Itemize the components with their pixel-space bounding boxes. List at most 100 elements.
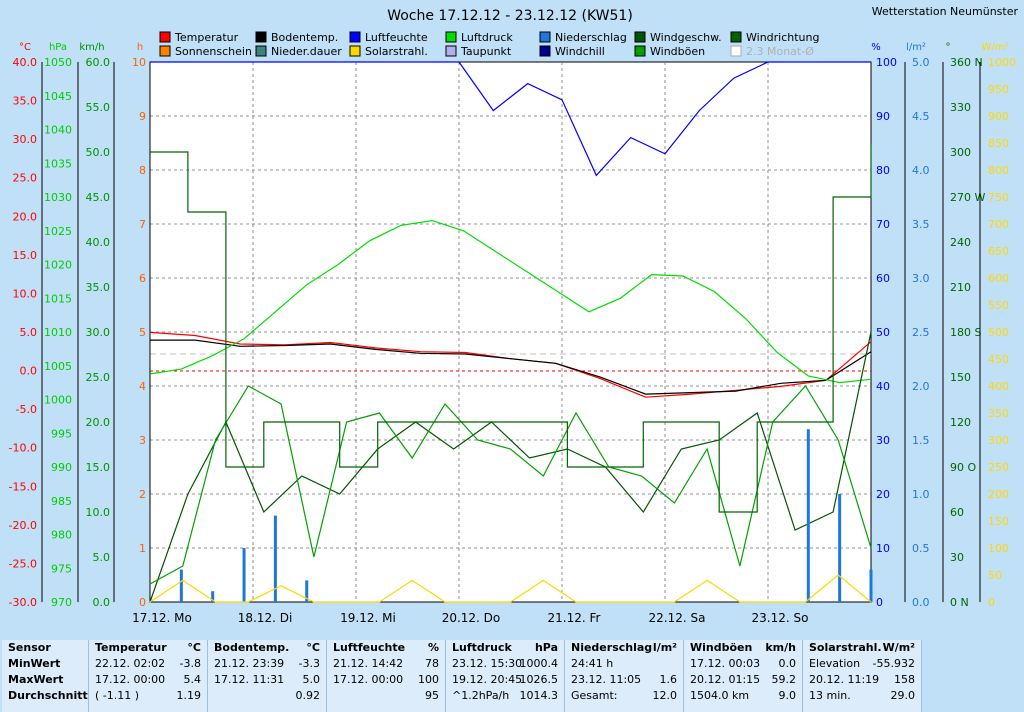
pressure-axis-tick: 1030 xyxy=(44,191,72,204)
table-row: 21.12. 23:39 -3.3 xyxy=(208,656,326,672)
legend-swatch xyxy=(634,45,646,57)
table-row: 17.12. 00:00 100 xyxy=(327,672,445,688)
hours-axis-tick: 9 xyxy=(139,110,146,123)
cell-label: Gesamt: xyxy=(571,689,618,702)
rain-axis-tick: 1.5 xyxy=(912,434,930,447)
cell-label: 1504.0 km xyxy=(690,689,750,702)
cell-label: 21.12. 14:42 xyxy=(333,657,404,670)
table-row: 23.12. 11:05 1.6 xyxy=(565,672,683,688)
pressure-axis-tick: 1040 xyxy=(44,124,72,137)
temp-axis-tick: 40.0 xyxy=(13,56,38,69)
table-row: 21.12. 14:42 78 xyxy=(327,656,445,672)
column-title: Solarstrahl. xyxy=(809,641,882,654)
table-row: ( -1.11 ) 1.19 xyxy=(89,688,207,704)
solar-axis-tick: 500 xyxy=(988,326,1009,339)
x-tick-label: 18.12. Di xyxy=(238,611,293,625)
column-unit: hPa xyxy=(534,641,558,654)
cell-label: 19.12. 20:45 xyxy=(452,673,523,686)
legend-swatch xyxy=(349,31,361,43)
rain-axis-tick: 3.5 xyxy=(912,218,930,231)
cell-value: 59.2 xyxy=(771,673,797,686)
temp-axis-tick: 35.0 xyxy=(13,95,38,108)
cell-value: -3.8 xyxy=(179,657,201,670)
table-row: 20.12. 11:19 158 xyxy=(803,672,921,688)
rain-axis-tick: 4.5 xyxy=(912,110,930,123)
hours-axis-tick: 6 xyxy=(139,272,146,285)
legend-swatch xyxy=(445,45,457,57)
table-row: 17.12. 11:31 5.0 xyxy=(208,672,326,688)
legend-label: Windrichtung xyxy=(746,31,819,44)
wind-axis-tick: 5.0 xyxy=(93,551,111,564)
temp-axis-tick: 0.0 xyxy=(20,365,38,378)
cell-label: 23.12. 11:05 xyxy=(571,673,642,686)
cell-value: 1014.3 xyxy=(519,689,559,702)
cell-label: 17.12. 00:03 xyxy=(690,657,761,670)
column-title: Temperatur xyxy=(95,641,167,654)
pressure-axis-tick: 1000 xyxy=(44,394,72,407)
hours-axis-tick: 10 xyxy=(132,56,146,69)
temp-axis-tick: -20.0 xyxy=(9,519,37,532)
solar-axis-tick: 0 xyxy=(988,596,995,609)
humidity-axis-tick: 80 xyxy=(876,164,890,177)
solar-axis-tick: 1000 xyxy=(988,56,1016,69)
rain-axis-tick: 4.0 xyxy=(912,164,930,177)
pressure-axis-tick: 990 xyxy=(51,461,72,474)
pressure-axis-tick: 995 xyxy=(51,427,72,440)
rain-axis-tick: 2.0 xyxy=(912,380,930,393)
legend-label: Windgeschw. xyxy=(650,31,722,44)
pressure-axis-tick: 1010 xyxy=(44,326,72,339)
table-column: Luftfeuchte% 21.12. 14:42 78 17.12. 00:00 10… xyxy=(327,640,446,712)
cell-label: MinWert xyxy=(8,657,61,670)
series-luftfeuchte xyxy=(150,61,871,177)
legend-label: Nieder.dauer xyxy=(271,45,342,58)
temp-axis-tick: 30.0 xyxy=(13,133,38,146)
hours-axis-tick: 1 xyxy=(139,542,146,555)
x-axis-ticks: 17.12. Mo 18.12. Di 19.12. Mi 20.12. Do 21.1… xyxy=(132,611,808,625)
cell-value: -3.3 xyxy=(298,657,320,670)
humidity-axis-tick: 60 xyxy=(876,272,890,285)
statistics-table: Sensor MinWert MaxWert Durchschnitt Temperat… xyxy=(0,640,1024,712)
x-tick-label: 21.12. Fr xyxy=(548,611,601,625)
rain-axis-tick: 0.0 xyxy=(912,596,930,609)
series-windgeschw xyxy=(149,331,872,603)
table-header: Sensor xyxy=(2,640,88,656)
legend-swatch xyxy=(445,31,457,43)
pressure-axis-tick: 1035 xyxy=(44,157,72,170)
direction-axis-tick: 150 xyxy=(950,371,971,384)
pressure-axis-tick: 980 xyxy=(51,529,72,542)
rain-axis-tick: 0.5 xyxy=(912,542,930,555)
table-column: Sensor MinWert MaxWert Durchschnitt xyxy=(2,640,89,712)
wind-axis-tick: 15.0 xyxy=(86,461,111,474)
x-tick-label: 17.12. Mo xyxy=(132,611,192,625)
cell-label: MaxWert xyxy=(8,673,64,686)
column-unit: °C xyxy=(187,641,201,654)
hours-axis-tick: 0 xyxy=(139,596,146,609)
hours-axis-tick: 5 xyxy=(139,326,146,339)
solar-axis-tick: 700 xyxy=(988,218,1009,231)
rain-bar xyxy=(869,569,873,602)
table-row: 95 xyxy=(327,688,445,704)
direction-axis-tick: 0 N xyxy=(950,596,969,609)
axes: °C40.035.030.025.020.015.010.05.00.0-5.0… xyxy=(9,42,1016,609)
wind-axis-tick: 55.0 xyxy=(86,101,111,114)
cell-value: 5.4 xyxy=(183,673,202,686)
rain-axis-tick: 2.5 xyxy=(912,326,930,339)
pressure-axis-tick: 1050 xyxy=(44,56,72,69)
cell-label: 23.12. 15:30 xyxy=(452,657,523,670)
solar-axis-tick: 300 xyxy=(988,434,1009,447)
cell-label: 20.12. 11:19 xyxy=(809,673,880,686)
hours-axis-unit: h xyxy=(137,42,143,53)
legend-label: Sonnenschein xyxy=(175,45,252,58)
wind-axis-tick: 50.0 xyxy=(86,146,111,159)
cell-value: 0.0 xyxy=(778,657,797,670)
table-row: 17.12. 00:00 5.4 xyxy=(89,672,207,688)
temp-axis-tick: -30.0 xyxy=(9,596,37,609)
series-solarstrahl xyxy=(149,574,872,603)
rain-axis-tick: 1.0 xyxy=(912,488,930,501)
wind-axis-tick: 60.0 xyxy=(86,56,111,69)
legend-label: Windchill xyxy=(555,45,605,58)
pressure-axis-tick: 970 xyxy=(51,596,72,609)
humidity-axis-tick: 70 xyxy=(876,218,890,231)
rain-bar xyxy=(806,429,810,602)
rain-axis-tick: 3.0 xyxy=(912,272,930,285)
